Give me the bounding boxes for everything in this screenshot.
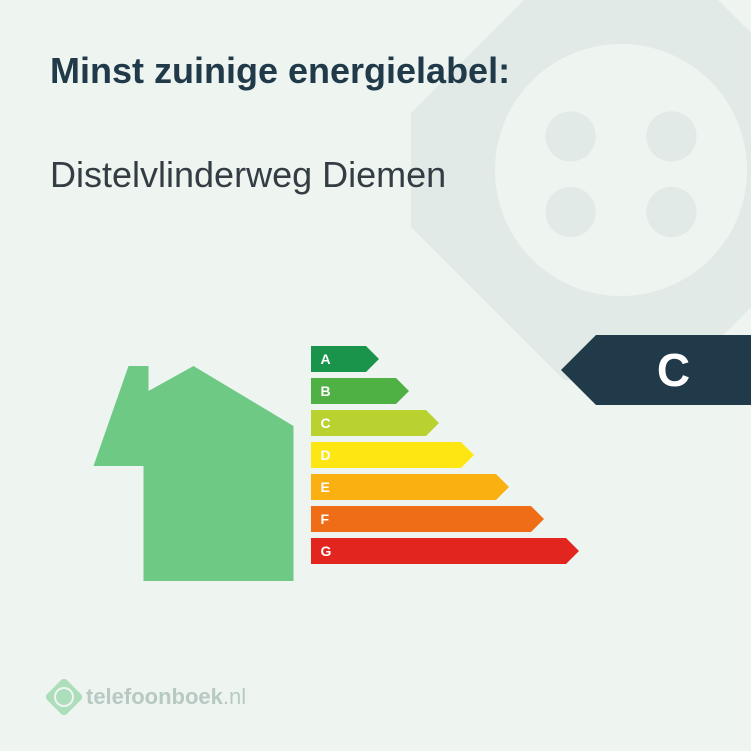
card-title: Minst zuinige energielabel: <box>50 50 701 92</box>
energy-bars: ABCDEFG <box>311 346 579 564</box>
bar-label: D <box>311 442 461 468</box>
energy-bar: B <box>311 378 579 404</box>
pointer-tip <box>561 335 596 405</box>
footer-tld: .nl <box>223 684 246 709</box>
bar-label: G <box>311 538 566 564</box>
energy-bar: E <box>311 474 579 500</box>
bar-label: C <box>311 410 426 436</box>
energy-bar: D <box>311 442 579 468</box>
card-subtitle: Distelvlinderweg Diemen <box>50 152 701 199</box>
bar-tip <box>366 346 379 372</box>
energy-label-card: Minst zuinige energielabel: Distelvlinde… <box>0 0 751 751</box>
bar-tip <box>396 378 409 404</box>
pointer-label: C <box>596 335 751 405</box>
energy-bar: A <box>311 346 579 372</box>
bar-label: F <box>311 506 531 532</box>
bar-label: E <box>311 474 496 500</box>
bar-tip <box>566 538 579 564</box>
footer-brand: telefoonboek <box>86 684 223 709</box>
bar-tip <box>496 474 509 500</box>
energy-bar: C <box>311 410 579 436</box>
energy-chart: ABCDEFG <box>50 239 701 683</box>
energy-bar: F <box>311 506 579 532</box>
footer-text: telefoonboek.nl <box>86 684 246 710</box>
house-icon <box>81 366 306 581</box>
bar-tip <box>531 506 544 532</box>
footer-logo-icon <box>44 677 84 717</box>
bar-tip <box>461 442 474 468</box>
bar-label: A <box>311 346 366 372</box>
rating-pointer: C <box>561 335 751 405</box>
chart-wrap: ABCDEFG <box>116 311 636 611</box>
bar-tip <box>426 410 439 436</box>
footer: telefoonboek.nl <box>50 683 701 721</box>
bar-label: B <box>311 378 396 404</box>
energy-bar: G <box>311 538 579 564</box>
